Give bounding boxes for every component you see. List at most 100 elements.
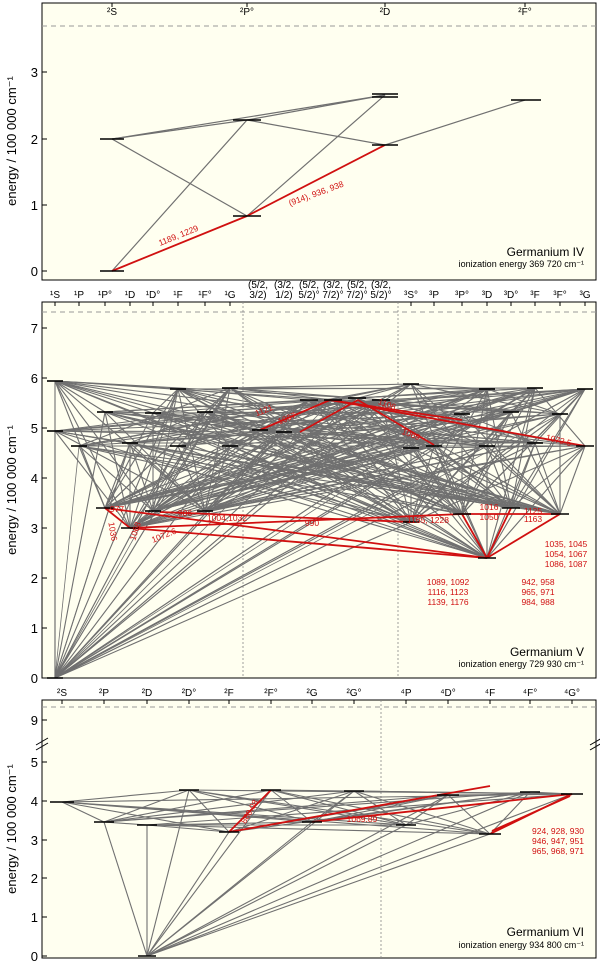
transition-line [229,387,488,390]
transition-line [353,790,407,826]
red-transitions [111,144,386,272]
wavelength-label: 1165, 1228 [407,515,449,525]
transition-line [311,791,531,823]
wavelength-label: 990 [305,518,319,528]
y-tick-label: 1 [31,910,38,925]
transition-line [61,801,491,835]
transition-line [54,380,131,529]
wavelength-label: 986 [178,508,192,518]
transition-line [54,430,536,444]
transition-line [204,431,285,512]
wavelength-label: 1163 [524,514,543,524]
wavelength-label: 942, 958 [521,577,554,587]
transition-line [146,833,491,957]
transition-line [283,431,512,509]
transition-line [177,445,206,512]
transition-line [61,789,190,803]
transition-line [103,789,190,823]
transition-line [54,388,179,679]
transition-line [54,388,586,679]
wavelength-label: 1139, 1176 [427,597,469,607]
transition-line [447,793,573,796]
wavelength-label: 1069.89 [347,814,378,824]
wavelength-label: 1035, 1045 [545,539,588,549]
transition-line [433,445,512,509]
transition-line [54,380,512,509]
axis-break [35,737,600,751]
transition-line [229,445,561,515]
transition-line [405,791,531,826]
y-axis-label: energy / 100 000 cm⁻¹ [4,75,19,205]
transition-line [54,388,488,679]
y-axis-ticks: 0 1 2 3 4 5 6 7 [31,321,47,686]
jj-term-label-top: (3/2, [274,280,294,291]
wavelength-label: 1050 [480,512,499,522]
transition-line [283,431,488,559]
transition-line [146,831,230,957]
transition-line [146,789,190,957]
transition-line [259,387,536,431]
transition-line [103,821,148,957]
transition-line [54,413,463,679]
term-label: ¹D° [146,290,161,301]
transition-line [356,397,488,447]
transition-line [229,387,561,415]
transition-line [356,387,536,399]
jj-term-label-top: (5/2, [347,280,367,291]
transition-line [104,412,154,509]
term-label: ²G° [346,688,361,699]
transition-line [129,388,586,444]
jj-term-label-bottom: 1/2) [275,290,292,301]
y-tick-label: 3 [31,521,38,536]
transition-line [54,431,285,679]
transition-line [204,411,536,444]
transition-line [54,383,412,679]
transition-line [461,413,561,515]
transition-line [152,412,435,447]
transition-line [146,790,355,957]
y-tick-label: 2 [31,571,38,586]
term-labels: ²S ²P ²D ²D° ²F ²F° ²G ²G° ⁴P ⁴D° ⁴F ⁴F° ⁴G° [57,688,580,704]
transition-line [152,411,206,512]
wavelength-label: 1036 [106,521,119,542]
transition-line [332,383,412,401]
jj-term-label-top: (3/2, [323,280,343,291]
term-label: ¹F [173,290,182,301]
wavelength-label: 1089, 1092 [427,577,470,587]
term-labels: ²S ²P° ²D ²F° [107,3,532,18]
transition-line [177,388,206,512]
y-tick-label: 1 [31,198,38,213]
ionization-energy: ionization energy 934 800 cm⁻¹ [459,940,584,950]
transition-line [229,397,358,447]
transition-line [461,413,536,444]
transition-line [486,388,586,559]
transition-line [146,794,449,957]
jj-term-label-bottom: 5/2)° [370,290,391,301]
term-label: ³F [530,290,539,301]
y-tick-label: 5 [31,421,38,436]
transition-line [129,445,179,529]
y-axis-label: energy / 100 000 cm⁻¹ [4,763,19,893]
transition-line [177,445,488,559]
term-label: ²F° [264,688,277,699]
transition-line [104,411,561,515]
energy-levels [47,380,594,679]
transition-line [356,397,512,509]
y-tick-label: 6 [31,371,38,386]
jj-term-label-bottom: 7/2)° [346,290,367,301]
y-tick-label: 2 [31,132,38,147]
y-tick-label: 0 [31,671,38,686]
transition-line [54,411,106,679]
transition-line [129,442,206,512]
term-label: ⁴F° [523,688,537,699]
wavelength-label: 1125 [524,506,543,516]
term-label: ³P [429,290,439,301]
wavelength-label: 1016 [480,502,499,512]
transition-line [534,388,586,444]
wavelength-label: 946, 947, 951 [532,836,584,846]
transition-line [534,442,561,515]
term-label: ⁴G° [564,688,580,699]
energy-levels [100,93,541,272]
transition-line [78,445,412,523]
